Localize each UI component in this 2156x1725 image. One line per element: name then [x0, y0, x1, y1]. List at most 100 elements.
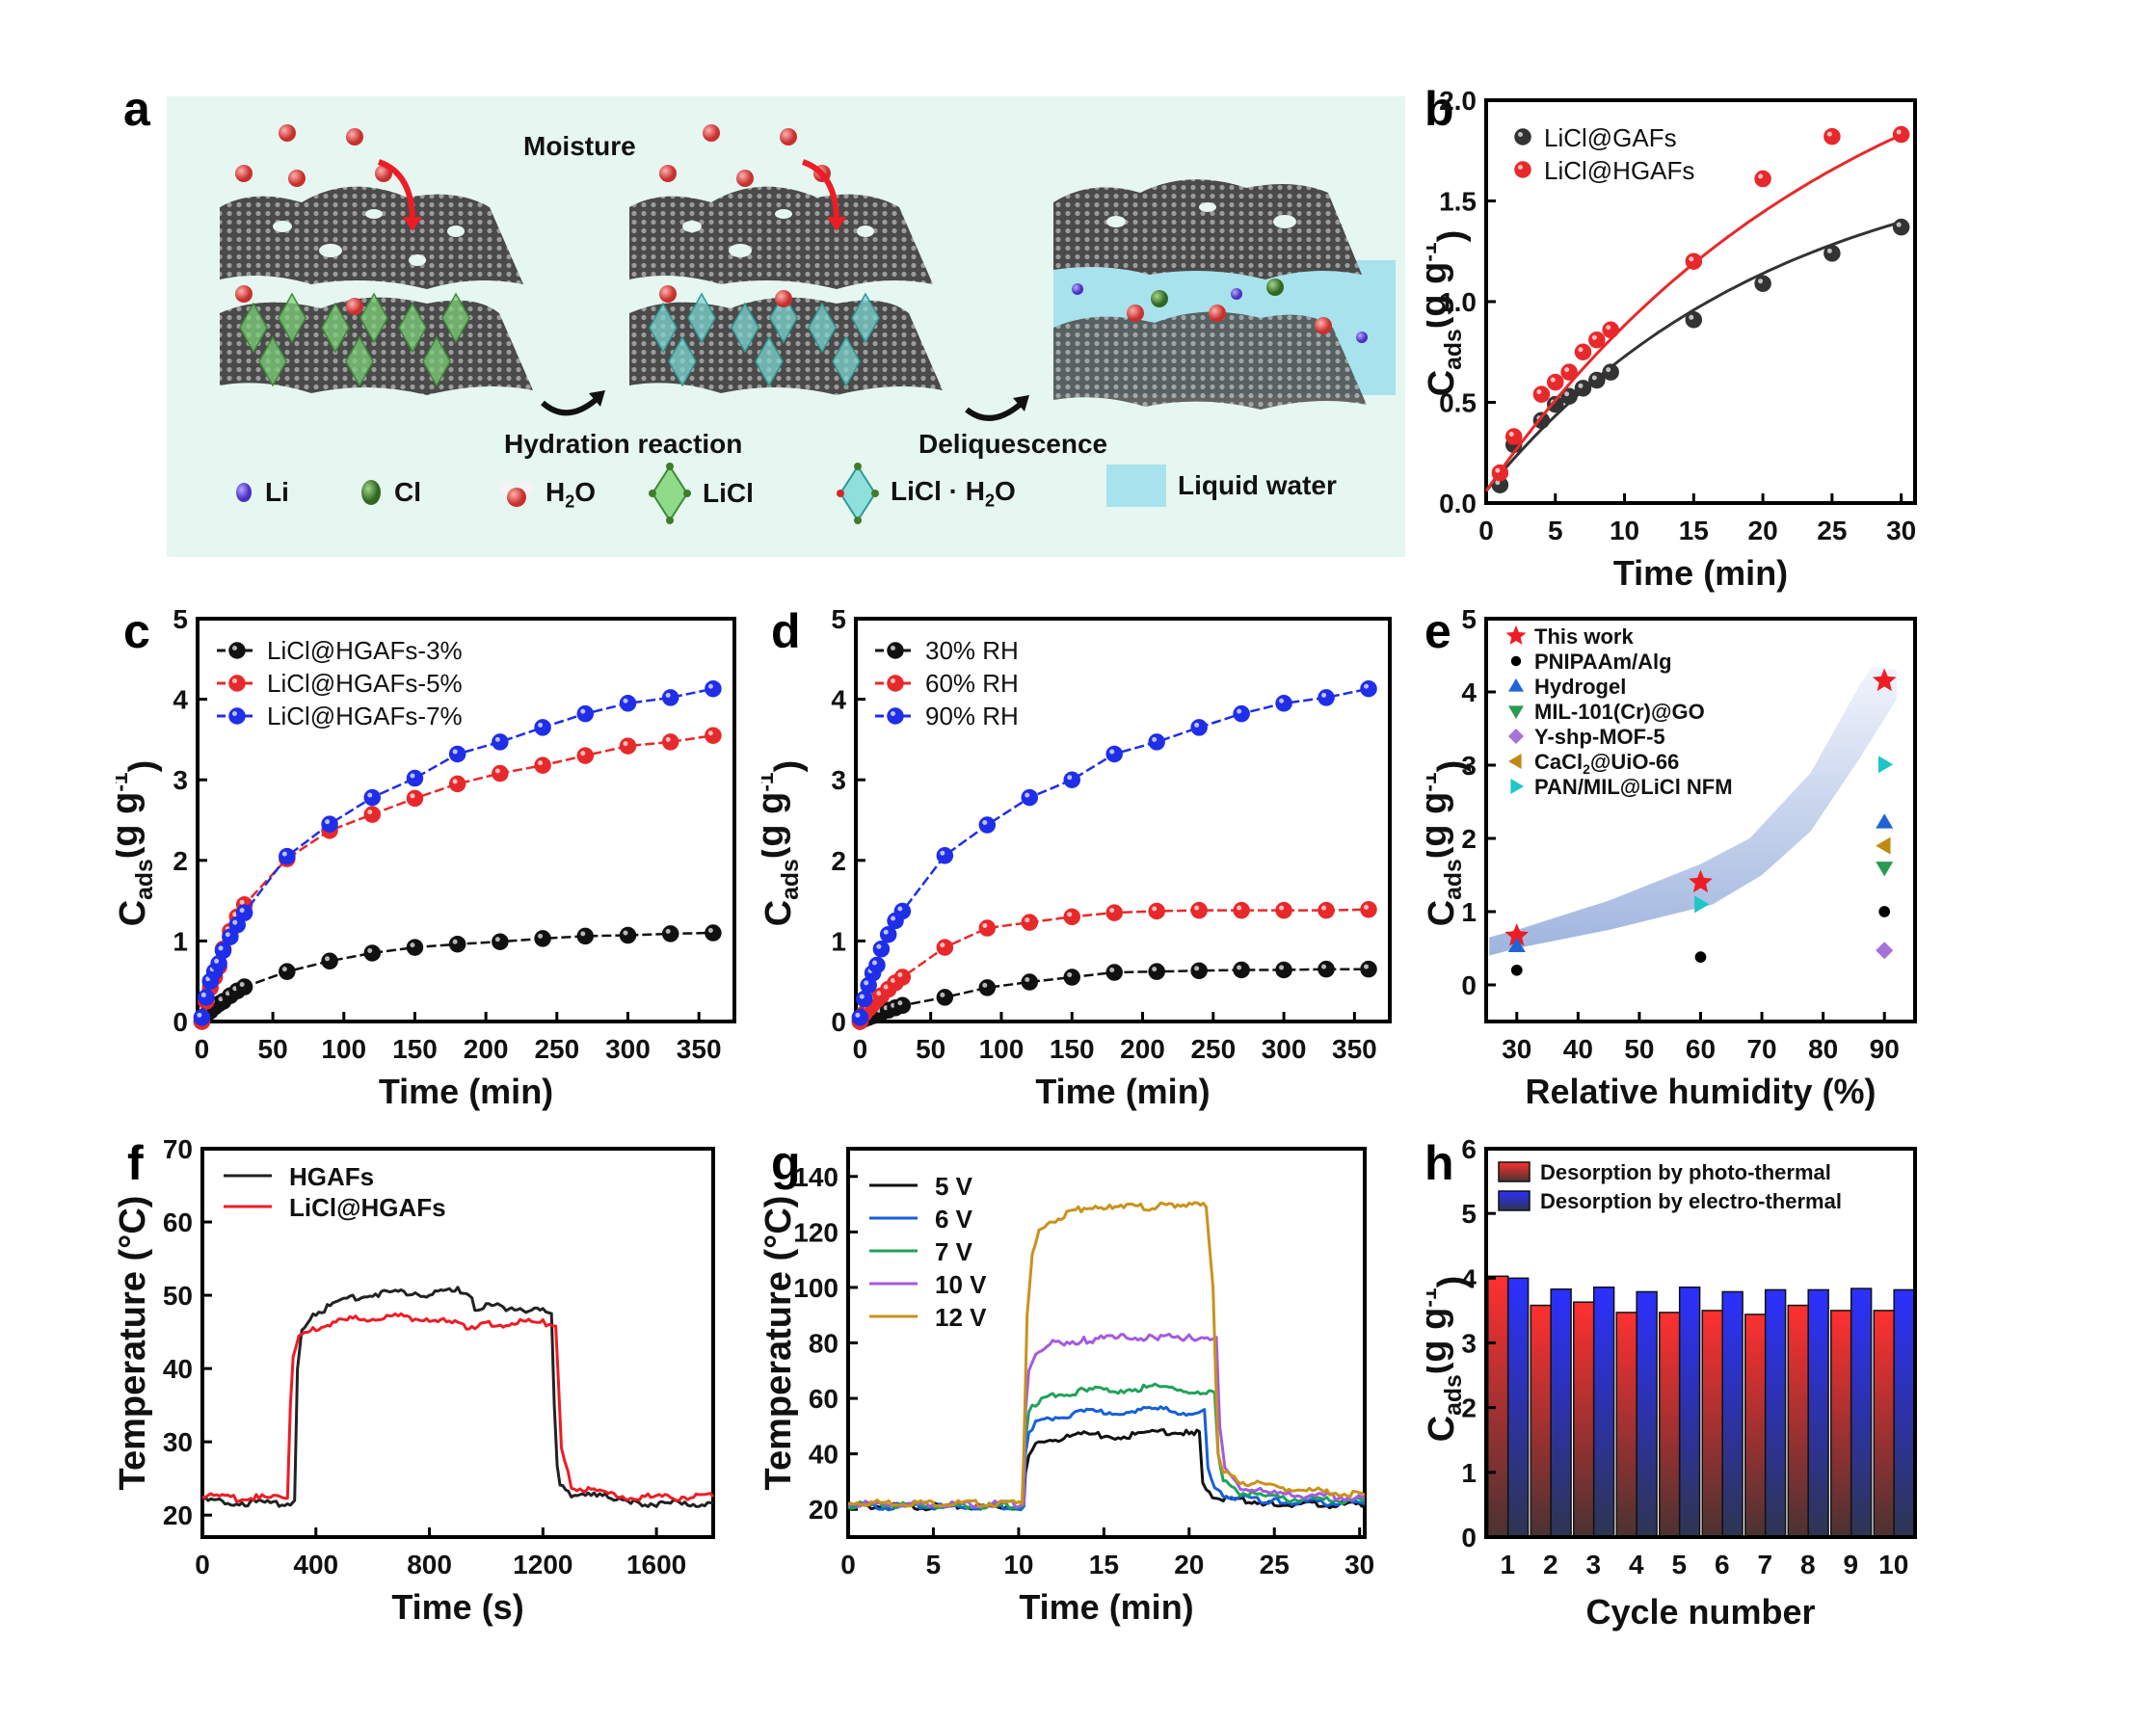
- data-point: [1872, 668, 1897, 692]
- y-tick-label: 20: [163, 1500, 193, 1530]
- x-tick-label: 1200: [513, 1550, 572, 1579]
- data-point: [1823, 245, 1841, 262]
- data-point: [851, 1009, 869, 1026]
- y-tick-label: 5: [173, 607, 188, 634]
- x-tick-label: 7: [1757, 1550, 1772, 1579]
- data-point-highlight: [1826, 131, 1832, 137]
- moisture-label: Moisture: [523, 131, 636, 161]
- data-point-highlight: [325, 819, 331, 825]
- y-tick-label: 4: [1461, 1263, 1477, 1293]
- legend-label-1: LiCl@HGAFs: [1544, 156, 1694, 185]
- graphene-sheet-top-2: [629, 186, 933, 289]
- x-tick-label: 200: [464, 1034, 509, 1064]
- x-tick-label: 100: [321, 1034, 366, 1064]
- y-tick-label: 60: [809, 1384, 838, 1414]
- x-tick-label: 9: [1843, 1550, 1858, 1579]
- data-point-highlight: [982, 820, 988, 826]
- data-point-highlight: [707, 928, 713, 934]
- data-point: [1190, 901, 1208, 919]
- data-point-highlight: [1536, 389, 1542, 395]
- data-point-highlight: [864, 980, 869, 986]
- data-point: [1876, 813, 1894, 829]
- data-point: [1892, 218, 1910, 236]
- graphene-sheet-top-1: [220, 186, 523, 289]
- ions: [1072, 279, 1368, 343]
- legend-licl-hydrate-label: LiCl · H2O: [891, 475, 1016, 511]
- data-point: [1063, 969, 1080, 986]
- data-point-highlight: [891, 977, 896, 983]
- bar-photo: [1573, 1301, 1595, 1538]
- data-point-highlight: [897, 972, 903, 978]
- data-point: [1602, 321, 1619, 339]
- legend-label-1: Desorption by electro-thermal: [1540, 1189, 1842, 1213]
- legend-label-0: This work: [1534, 624, 1634, 649]
- data-point-highlight: [1152, 736, 1158, 742]
- data-point-highlight: [1508, 432, 1514, 438]
- x-tick-label: 800: [407, 1550, 452, 1579]
- x-tick-label: 8: [1800, 1550, 1816, 1579]
- y-tick-label: 1.0: [1439, 287, 1477, 317]
- legend-label-0: LiCl@GAFs: [1544, 123, 1677, 152]
- schematic-illustration: [220, 124, 1396, 421]
- data-point: [893, 969, 912, 986]
- chart-g-electrothermal-temperature: 0 5 10 15 20 25 30 20 40 60 80 100 120 140 Time (min) T…: [761, 1147, 1374, 1627]
- y-tick-label: 5: [1461, 1199, 1477, 1229]
- x-tick-label: 4: [1629, 1550, 1644, 1579]
- data-point: [1685, 311, 1703, 329]
- data-point-highlight: [1896, 222, 1902, 227]
- legend-marker-2-highlight: [891, 711, 895, 716]
- data-point: [534, 756, 551, 774]
- data-point-highlight: [1564, 367, 1570, 373]
- legend-label-2: 7 V: [935, 1237, 973, 1266]
- series-line-2: [200, 687, 714, 1019]
- bar-electro: [1506, 1277, 1530, 1538]
- data-point-highlight: [239, 982, 245, 988]
- x-tick-label: 15: [1089, 1550, 1119, 1579]
- data-point: [1275, 901, 1292, 919]
- data-point-highlight: [871, 960, 877, 966]
- x-axis-label: Relative humidity (%): [1525, 1072, 1876, 1111]
- data-point-highlight: [367, 947, 373, 953]
- y-tick-label: 60: [163, 1208, 193, 1237]
- data-point-highlight: [580, 708, 586, 714]
- data-point-highlight: [1364, 683, 1370, 689]
- x-axis-label: Time (min): [1019, 1587, 1193, 1627]
- data-point-highlight: [855, 1012, 861, 1018]
- y-tick-label: 0: [831, 1007, 846, 1037]
- data-point-highlight: [623, 930, 628, 936]
- bar-electro: [1850, 1287, 1873, 1538]
- data-point: [1504, 923, 1530, 946]
- data-point-highlight: [1689, 314, 1694, 320]
- x-tick-label: 350: [677, 1034, 722, 1064]
- x-tick-label: 0: [840, 1550, 856, 1579]
- legend-marker-1: [1510, 655, 1522, 667]
- data-point-highlight: [1364, 904, 1370, 910]
- y-tick-label: 20: [809, 1495, 838, 1525]
- data-point-highlight: [707, 730, 713, 736]
- data-point: [279, 963, 296, 980]
- y-tick-label: 0: [1461, 970, 1477, 1000]
- data-point: [363, 806, 381, 823]
- panel-letter-f: f: [127, 1136, 144, 1190]
- legend-h2o: H2O: [499, 477, 596, 513]
- x-tick-label: 300: [605, 1034, 651, 1064]
- data-point: [1190, 962, 1208, 980]
- x-tick-label: 10: [1003, 1550, 1033, 1579]
- data-point: [1876, 942, 1894, 960]
- legend-label-4: 12 V: [935, 1303, 987, 1332]
- data-point-highlight: [940, 850, 945, 856]
- y-tick-label: 2: [173, 846, 188, 876]
- data-point-highlight: [940, 942, 945, 948]
- bar-electro: [1678, 1286, 1701, 1538]
- data-point: [576, 704, 595, 723]
- data-point-highlight: [1591, 334, 1597, 340]
- data-point: [1877, 756, 1894, 774]
- performance-band: [1489, 666, 1897, 956]
- x-tick-label: 300: [1262, 1034, 1307, 1064]
- x-tick-label: 5: [926, 1550, 942, 1579]
- data-point: [893, 996, 912, 1015]
- data-point: [193, 1009, 211, 1026]
- legend-licl-hydrate: LiCl · H2O: [837, 463, 1016, 524]
- panel-letter-a: a: [123, 82, 150, 136]
- data-point: [1694, 895, 1710, 914]
